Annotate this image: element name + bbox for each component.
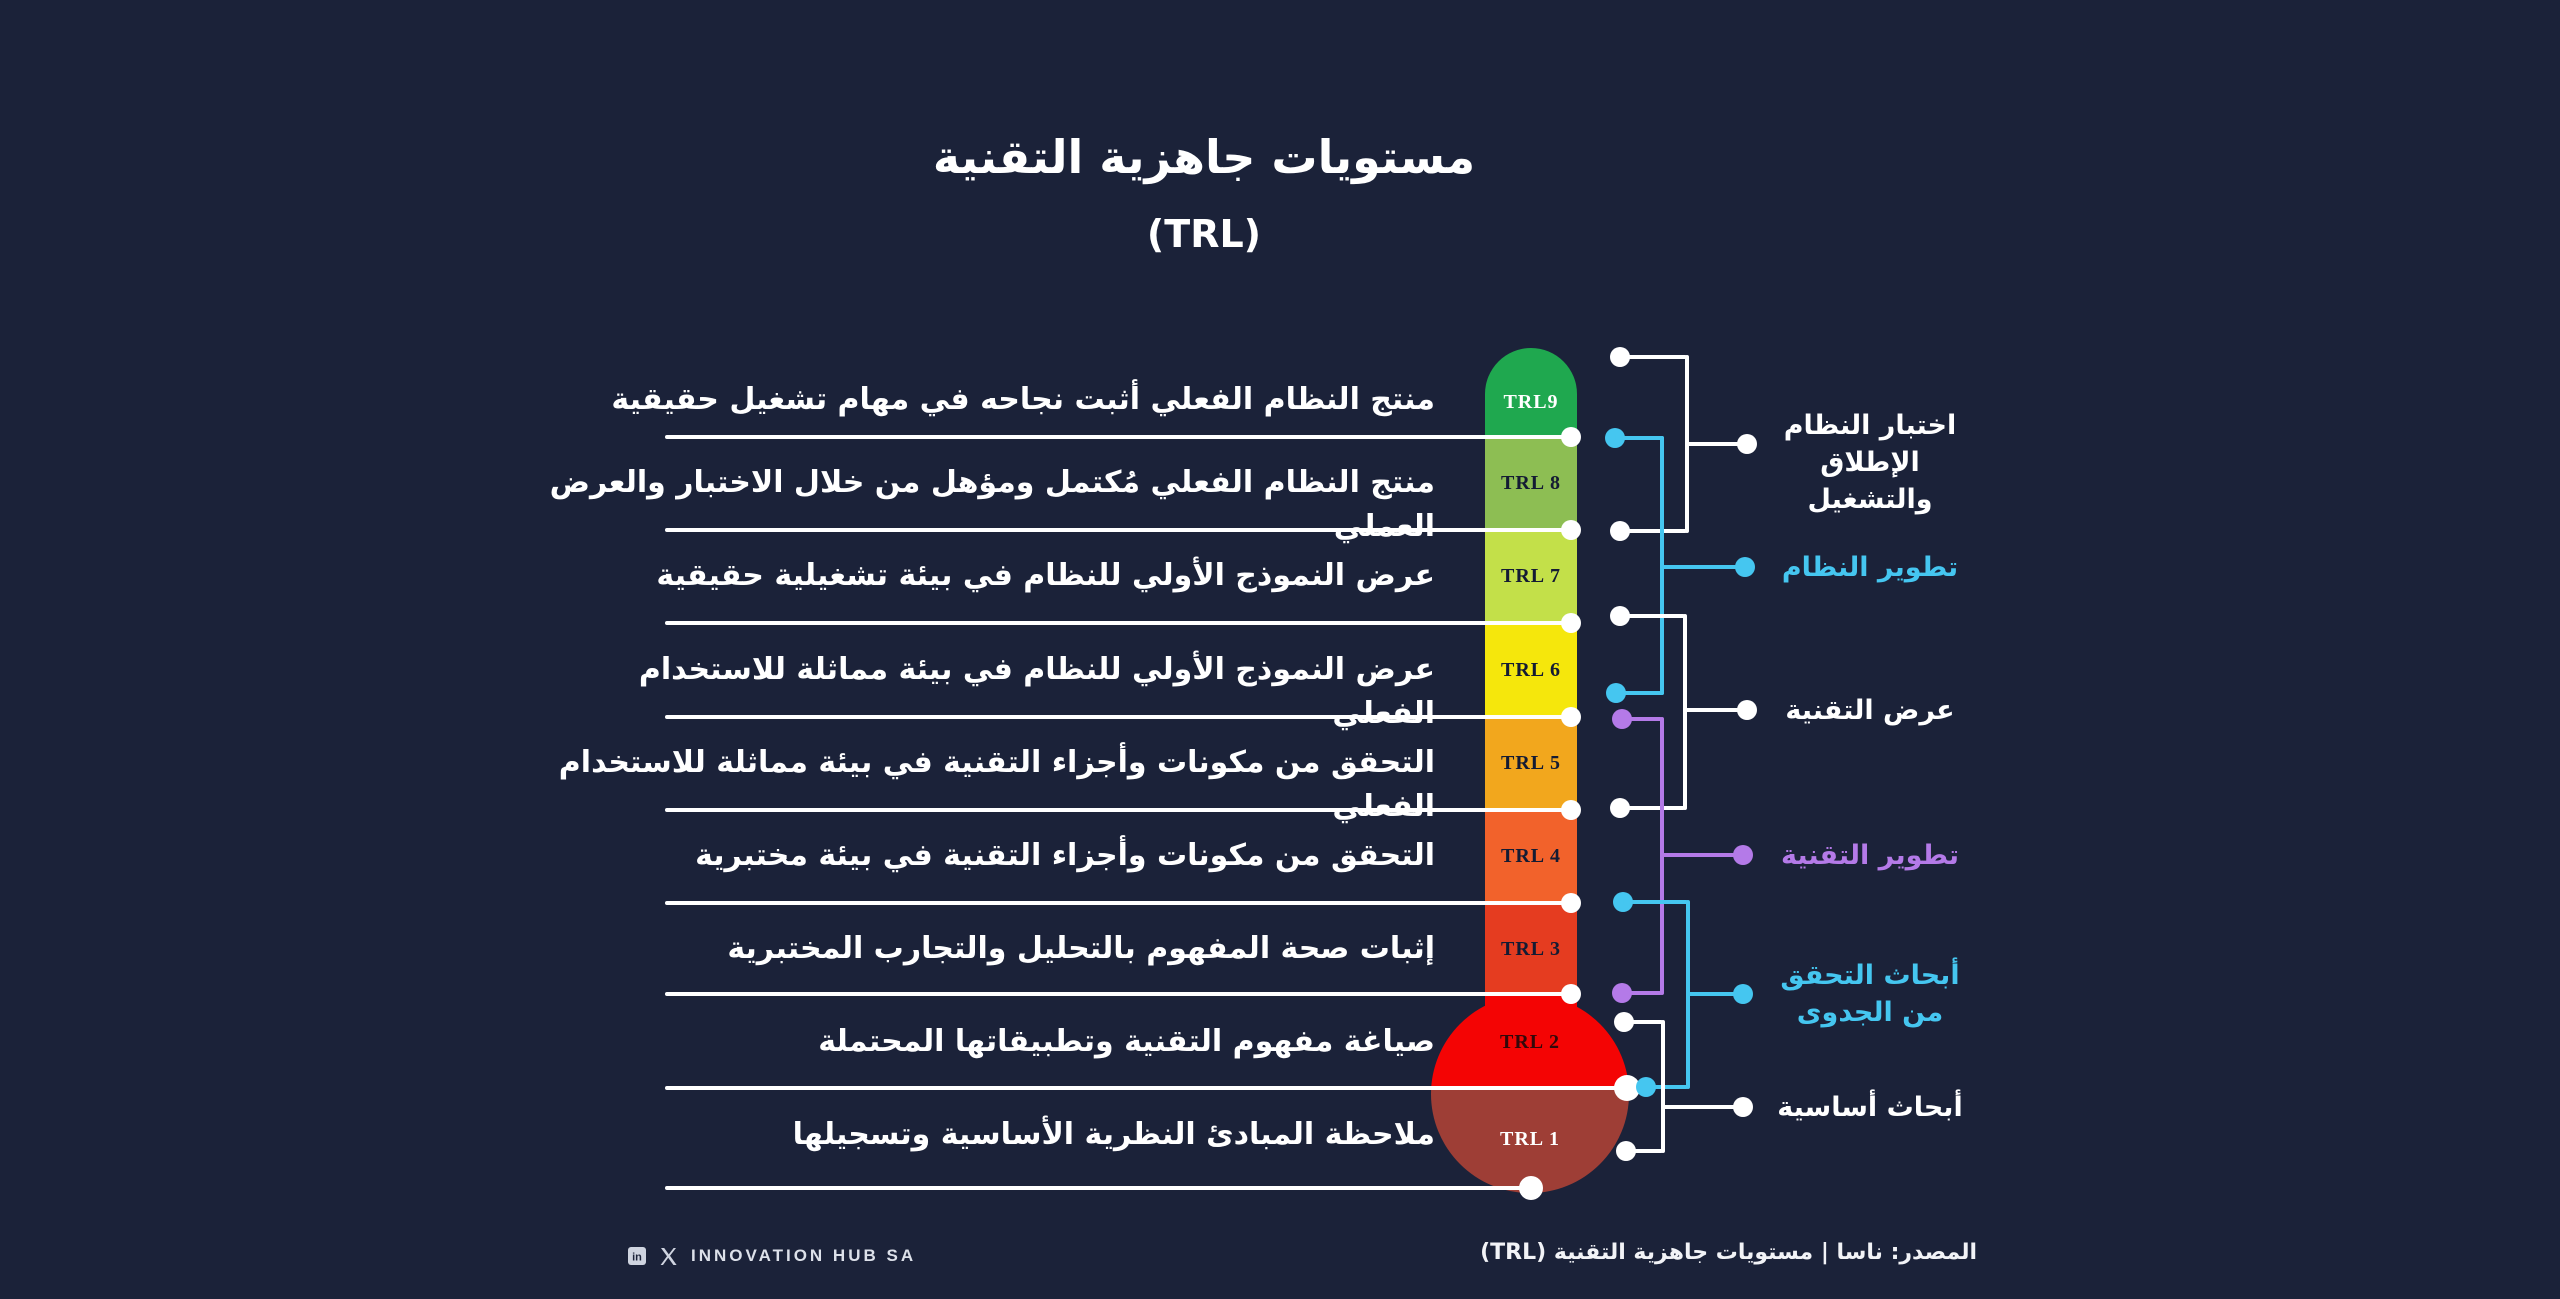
bracket-label-dot bbox=[1733, 1097, 1753, 1117]
bracket-branch-line bbox=[1688, 992, 1743, 996]
trl2-description: صياغة مفهوم التقنية وتطبيقاتها المحتملة bbox=[818, 1024, 1435, 1059]
bracket-line bbox=[1620, 355, 1687, 359]
trl8-band bbox=[1485, 437, 1577, 530]
bracket-label-dot bbox=[1733, 845, 1753, 865]
bracket-label-dot bbox=[1733, 984, 1753, 1004]
bracket-line bbox=[1683, 614, 1687, 810]
bracket-end-dot bbox=[1610, 521, 1630, 541]
bracket-line bbox=[1620, 806, 1685, 810]
separator-end-dot bbox=[1561, 707, 1581, 727]
bulb-edge-dot bbox=[1614, 1075, 1640, 1101]
bracket-line bbox=[1615, 436, 1664, 440]
bracket-end-dot bbox=[1616, 1141, 1636, 1161]
separator-line-8-7 bbox=[665, 528, 1571, 532]
trl5-description: التحقق من مكونات وأجزاء التقنية في بيئة … bbox=[558, 745, 1435, 824]
bracket-line bbox=[1620, 529, 1687, 533]
bracket-label-dot bbox=[1737, 700, 1757, 720]
group-label-technology-development: تطوير التقنية bbox=[1781, 840, 1959, 871]
trl3-description: إثبات صحة المفهوم بالتحليل والتجارب المخ… bbox=[727, 931, 1435, 966]
bracket-label-dot bbox=[1735, 557, 1755, 577]
bracket-line bbox=[1661, 1020, 1665, 1153]
bracket-end-dot bbox=[1636, 1077, 1656, 1097]
separator-line-2-1 bbox=[665, 1086, 1627, 1090]
trl6-code: TRL 6 bbox=[1500, 659, 1562, 681]
trl6-description: عرض النموذج الأولي للنظام في بيئة مماثلة… bbox=[638, 652, 1435, 731]
bracket-label-dot bbox=[1737, 434, 1757, 454]
bracket-end-dot bbox=[1610, 798, 1630, 818]
separator-line-6-5 bbox=[665, 715, 1571, 719]
group-label-system-development: تطوير النظام bbox=[1781, 552, 1959, 583]
linkedin-icon: in bbox=[628, 1247, 646, 1265]
bracket-end-dot bbox=[1606, 683, 1626, 703]
separator-end-dot bbox=[1561, 520, 1581, 540]
bracket-line bbox=[1616, 691, 1664, 695]
separator-line-4-3 bbox=[665, 901, 1571, 905]
bracket-line bbox=[1646, 1085, 1688, 1089]
separator-end-dot bbox=[1561, 427, 1581, 447]
bracket-line bbox=[1622, 991, 1662, 995]
group-label-feasibility-research: أبحاث التحقق من الجدوى bbox=[1780, 960, 1960, 1028]
page-subtitle: (TRL) bbox=[1146, 212, 1262, 256]
trl9-description: منتج النظام الفعلي أثبت نجاحه في مهام تش… bbox=[611, 382, 1435, 417]
bracket-branch-line bbox=[1662, 565, 1745, 569]
trl3-code: TRL 3 bbox=[1500, 938, 1562, 960]
bracket-line bbox=[1622, 717, 1662, 721]
thermometer-bulb bbox=[1431, 995, 1629, 1193]
separator-end-dot bbox=[1561, 893, 1581, 913]
bulb-bottom-dot bbox=[1519, 1176, 1543, 1200]
group-label-system-test: اختبار النظام الإطلاق والتشغيل bbox=[1783, 410, 1957, 515]
bracket-branch-line bbox=[1685, 708, 1747, 712]
separator-end-dot bbox=[1561, 613, 1581, 633]
trl5-band bbox=[1485, 717, 1577, 810]
group-label-basic-research: أبحاث أساسية bbox=[1777, 1092, 1963, 1123]
x-icon bbox=[660, 1247, 677, 1265]
separator-end-dot bbox=[1561, 984, 1581, 1004]
trl4-band bbox=[1485, 810, 1577, 903]
group-label-technology-demonstration: عرض التقنية bbox=[1785, 695, 1955, 726]
trl8-description: منتج النظام الفعلي مُكتمل ومؤهل من خلال … bbox=[549, 465, 1435, 544]
svg-text:in: in bbox=[632, 1252, 642, 1264]
bracket-line bbox=[1624, 1020, 1663, 1024]
separator-end-dot bbox=[1561, 800, 1581, 820]
bracket-line bbox=[1626, 1149, 1663, 1153]
trl7-code: TRL 7 bbox=[1500, 565, 1562, 587]
separator-line-3-2 bbox=[665, 992, 1571, 996]
separator-line-7-6 bbox=[665, 621, 1571, 625]
trl7-description: عرض النموذج الأولي للنظام في بيئة تشغيلي… bbox=[656, 558, 1435, 593]
footer-brand: in INNOVATION HUB SA bbox=[628, 1246, 916, 1266]
trl2-code: TRL 2 bbox=[1499, 1031, 1561, 1053]
trl6-band bbox=[1485, 623, 1577, 717]
trl4-description: التحقق من مكونات وأجزاء التقنية في بيئة … bbox=[695, 838, 1435, 873]
footer-source: المصدر: ناسا | مستويات جاهزية التقنية (T… bbox=[1480, 1240, 1977, 1265]
page-title: مستويات جاهزية التقنية bbox=[932, 130, 1476, 184]
bracket-line bbox=[1623, 900, 1688, 904]
separator-line-5-4 bbox=[665, 808, 1571, 812]
brand-name: INNOVATION HUB SA bbox=[691, 1246, 917, 1265]
separator-line-9-8 bbox=[665, 435, 1571, 439]
trl9-code: TRL9 bbox=[1503, 391, 1559, 413]
bracket-branch-line bbox=[1687, 442, 1747, 446]
trl8-code: TRL 8 bbox=[1500, 472, 1562, 494]
bracket-branch-line bbox=[1662, 853, 1743, 857]
trl1-code: TRL 1 bbox=[1499, 1128, 1561, 1150]
trl5-code: TRL 5 bbox=[1500, 752, 1562, 774]
trl9-band bbox=[1485, 348, 1577, 437]
bracket-branch-line bbox=[1663, 1105, 1743, 1109]
trl4-code: TRL 4 bbox=[1500, 845, 1562, 867]
trl7-band bbox=[1485, 530, 1577, 623]
separator-line-bottom bbox=[665, 1186, 1531, 1190]
bracket-line bbox=[1620, 614, 1685, 618]
trl3-band bbox=[1485, 903, 1577, 996]
bracket-end-dot bbox=[1612, 983, 1632, 1003]
trl1-description: ملاحظة المبادئ النظرية الأساسية وتسجيلها bbox=[792, 1117, 1435, 1152]
